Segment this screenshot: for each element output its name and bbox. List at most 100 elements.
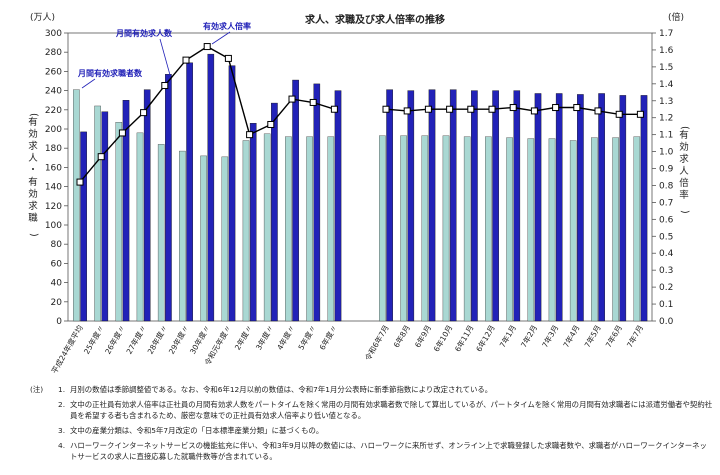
note-1: (注) 1. 月別の数値は季節調整値である。なお、令和6年12月以前の数値は、令… — [30, 384, 714, 395]
left-tick-label: 60 — [51, 259, 63, 269]
bar-openings — [428, 89, 436, 322]
right-tick-label: 0.6 — [659, 215, 674, 225]
bar-openings — [640, 95, 648, 322]
right-tick-label: 1.2 — [659, 114, 673, 124]
left-tick-label: 200 — [45, 125, 62, 135]
bar-openings — [122, 99, 130, 322]
x-tick-label: 28年度〃 — [145, 323, 170, 356]
bar-openings — [449, 89, 457, 322]
bar-seekers — [285, 136, 292, 322]
left-tick-label: 180 — [45, 144, 62, 154]
note-text: ハローワークインターネットサービスの機能拡充に伴い、令和3年9月以降の数値には、… — [70, 441, 707, 461]
bars-group — [73, 53, 648, 322]
ratio-marker — [573, 104, 581, 112]
note-3: 3. 文中の産業分類は、令和5年7月改定の「日本標準産業分類」に基づくもの。 — [30, 425, 714, 436]
x-tick-label: 25年度〃 — [81, 323, 106, 356]
bar-openings — [249, 123, 257, 322]
right-tick-label: 1.4 — [659, 80, 674, 90]
right-tick-label: 0.1 — [659, 300, 673, 310]
x-tick-label: 6年11月 — [452, 323, 475, 353]
bar-seekers — [527, 138, 535, 322]
ratio-marker — [552, 104, 560, 112]
bar-openings — [555, 93, 563, 322]
ratio-marker — [467, 105, 475, 113]
x-tick-label: 3年度〃 — [253, 323, 275, 352]
ratio-marker — [161, 82, 169, 90]
ratio-marker — [330, 105, 338, 113]
bar-seekers — [263, 133, 271, 322]
left-axis-title: (有効求人・有効求職) — [28, 113, 39, 237]
left-tick-label: 300 — [45, 29, 62, 39]
ratio-line-group — [76, 43, 644, 186]
bar-openings — [292, 79, 299, 322]
bar-seekers — [94, 105, 101, 322]
bar-seekers — [115, 122, 123, 322]
right-tick-label: 1.5 — [659, 63, 673, 73]
legend-seekers-leader — [81, 78, 96, 89]
bar-openings — [577, 94, 584, 322]
right-tick-label: 0.5 — [659, 232, 673, 242]
bar-openings — [101, 111, 109, 322]
bar-openings — [513, 90, 521, 322]
left-tick-label: 0 — [56, 317, 62, 327]
bar-seekers — [179, 150, 186, 322]
left-tick-label: 80 — [51, 240, 63, 250]
ratio-marker — [182, 56, 190, 64]
bar-openings — [619, 95, 627, 322]
ratio-marker — [203, 43, 211, 51]
note-number: 2. — [58, 400, 66, 409]
note-text: 月別の数値は季節調整値である。なお、令和6年12月以前の数値は、令和7年1月分公… — [70, 385, 493, 394]
ratio-marker — [594, 107, 602, 115]
note-text: 文中の産業分類は、令和5年7月改定の「日本標準産業分類」に基づくもの。 — [70, 426, 324, 435]
note-text: 文中の正社員有効求人倍率は正社員の月間有効求人数をパートタイムを除く常用の月間有… — [70, 400, 713, 420]
x-tick-label: 7年6月 — [603, 323, 624, 349]
note-number: 3. — [58, 426, 66, 435]
right-tick-label: 0.7 — [659, 198, 673, 208]
bar-openings — [386, 89, 393, 322]
bar-openings — [471, 90, 478, 322]
notes-section: (注) 1. 月別の数値は季節調整値である。なお、令和6年12月以前の数値は、令… — [30, 384, 714, 466]
x-tick-label: 26年度〃 — [102, 323, 127, 356]
right-tick-label: 0.4 — [659, 249, 674, 259]
bar-seekers — [442, 135, 450, 322]
bar-seekers — [569, 140, 577, 322]
left-tick-label: 100 — [45, 221, 62, 231]
bar-seekers — [485, 136, 492, 322]
bar-openings — [165, 74, 172, 322]
right-unit-label: (倍) — [668, 11, 684, 23]
bar-seekers — [421, 135, 429, 322]
bar-openings — [313, 83, 321, 322]
bar-seekers — [463, 136, 471, 322]
ratio-marker — [76, 178, 84, 186]
note-tag: (注) — [30, 385, 44, 394]
ratio-marker — [446, 105, 454, 113]
bar-openings — [143, 89, 151, 322]
bar-openings — [407, 90, 415, 322]
x-tick-label: 30年度〃 — [187, 323, 212, 356]
right-tick-label: 1.3 — [659, 97, 673, 107]
ratio-marker — [509, 104, 517, 112]
chart-svg: 0 20 40 60 80 100 120 140 160 180 200 220 240 260 280 3… — [28, 11, 690, 375]
ratio-marker — [424, 105, 432, 113]
left-tick-label: 240 — [45, 87, 62, 97]
bar-seekers — [221, 156, 229, 322]
bar-seekers — [242, 140, 250, 322]
ratio-marker — [224, 54, 232, 62]
legend-openings-leader — [159, 38, 171, 76]
x-tick-label: 5年度〃 — [296, 323, 318, 352]
right-tick-label: 0.3 — [659, 266, 673, 276]
x-tick-label: 7年1月 — [497, 323, 518, 349]
bar-openings — [492, 90, 499, 322]
x-tick-label: 6年10月 — [431, 323, 454, 353]
bar-seekers — [73, 89, 80, 322]
right-axis-title: (有効求人倍率) — [679, 126, 690, 214]
right-tick-label: 1.6 — [659, 46, 674, 56]
ratio-marker — [309, 98, 317, 106]
right-tick-label: 0.2 — [659, 283, 673, 293]
left-tick-label: 260 — [45, 67, 62, 77]
bar-seekers — [157, 144, 165, 322]
ratio-marker — [488, 105, 496, 113]
bar-openings — [534, 93, 542, 322]
bar-seekers — [548, 138, 556, 322]
x-tick-label: 7年5月 — [582, 323, 603, 349]
